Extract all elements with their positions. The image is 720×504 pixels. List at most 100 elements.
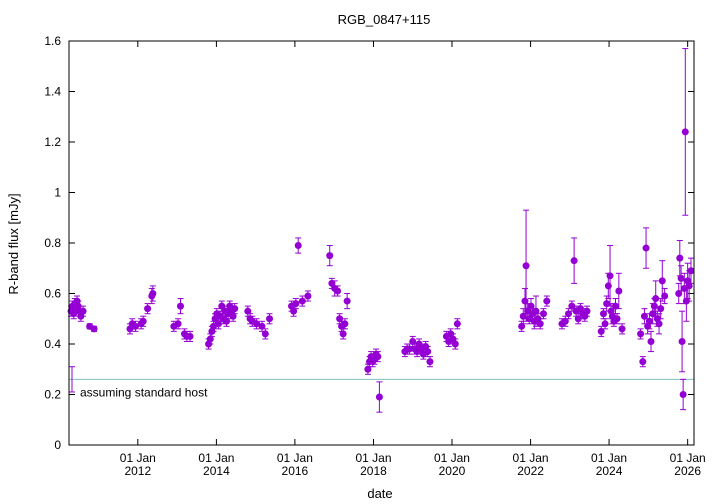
- data-point: [176, 302, 184, 310]
- data-point: [658, 277, 666, 285]
- data-point: [655, 320, 663, 328]
- data-point: [304, 292, 312, 300]
- data-point: [290, 307, 298, 315]
- data-point: [603, 300, 611, 308]
- y-tick-label: 0.4: [44, 337, 61, 351]
- y-tick-label: 1.6: [44, 34, 61, 48]
- data-point: [597, 327, 605, 335]
- data-point: [206, 335, 214, 343]
- data-point: [186, 332, 194, 340]
- x-tick-label: 01 Jan: [120, 451, 156, 465]
- data-point: [568, 302, 576, 310]
- data-point: [341, 320, 349, 328]
- data-point: [527, 302, 535, 310]
- data-point: [539, 310, 547, 318]
- data-point: [675, 290, 683, 297]
- data-point: [223, 317, 231, 325]
- data-point: [678, 337, 686, 345]
- x-tick-label: 2018: [360, 464, 387, 478]
- data-point: [253, 320, 261, 328]
- data-point: [604, 282, 612, 290]
- data-point: [519, 312, 527, 320]
- chart-title: RGB_0847+115: [338, 12, 431, 27]
- x-tick-label: 01 Jan: [198, 451, 234, 465]
- data-point: [292, 300, 300, 308]
- x-tick-label: 2022: [517, 464, 544, 478]
- data-point: [79, 307, 87, 315]
- data-point: [231, 305, 239, 313]
- data-point: [326, 252, 334, 260]
- data-point: [214, 320, 222, 328]
- data-point: [518, 322, 526, 330]
- x-tick-label: 2016: [282, 464, 309, 478]
- data-point: [676, 254, 684, 262]
- data-point: [409, 337, 417, 345]
- data-point: [650, 302, 658, 310]
- x-tick-label: 01 Jan: [277, 451, 313, 465]
- data-point: [451, 340, 459, 348]
- y-tick-label: 0.2: [44, 388, 61, 402]
- data-point: [570, 257, 578, 265]
- data-point: [657, 305, 665, 313]
- data-point: [532, 307, 540, 315]
- data-point: [685, 282, 693, 290]
- data-point: [612, 302, 620, 310]
- y-tick-label: 1.4: [44, 85, 61, 99]
- data-point: [637, 330, 645, 338]
- x-tick-label: 2024: [596, 464, 623, 478]
- data-point: [334, 287, 342, 295]
- y-tick-label: 1: [54, 186, 61, 200]
- data-point: [174, 320, 182, 328]
- data-point: [424, 348, 432, 356]
- y-tick-label: 1.2: [44, 135, 61, 149]
- data-point: [258, 322, 266, 330]
- data-point: [661, 292, 669, 300]
- host-level: assuming standard host: [69, 366, 694, 399]
- data-point: [599, 310, 607, 318]
- data-point: [426, 358, 434, 366]
- data-point: [647, 337, 655, 345]
- x-tick-label: 01 Jan: [355, 451, 391, 465]
- x-tick-label: 2026: [674, 464, 701, 478]
- data-point: [681, 128, 689, 136]
- data-point: [453, 320, 461, 328]
- plot-frame: [68, 40, 695, 446]
- data-point: [606, 272, 614, 280]
- data-point: [339, 330, 347, 338]
- data-point: [613, 315, 621, 323]
- data-point: [244, 307, 252, 315]
- y-tick-label: 0: [54, 438, 61, 452]
- x-tick-label: 01 Jan: [670, 451, 706, 465]
- x-tick-label: 01 Jan: [513, 451, 549, 465]
- data-point: [565, 310, 573, 318]
- x-axis-label: date: [367, 486, 392, 501]
- x-tick-label: 01 Jan: [591, 451, 627, 465]
- data-point: [618, 325, 626, 333]
- data-point: [652, 295, 660, 303]
- x-tick-label: 01 Jan: [434, 451, 470, 465]
- data-point: [543, 297, 551, 305]
- data-point: [687, 267, 695, 275]
- data-point: [574, 315, 582, 323]
- data-points: [67, 48, 695, 413]
- data-point: [343, 297, 351, 305]
- data-point: [583, 307, 591, 315]
- y-tick-label: 0.6: [44, 287, 61, 301]
- data-point: [266, 315, 274, 323]
- data-point: [139, 317, 147, 325]
- data-point: [640, 312, 648, 320]
- data-point: [522, 262, 530, 270]
- data-point: [375, 393, 383, 401]
- data-point: [336, 315, 344, 323]
- y-axis-label: R-band flux [mJy]: [6, 193, 21, 294]
- data-point: [561, 317, 569, 325]
- data-point: [601, 320, 609, 328]
- data-point: [364, 365, 372, 373]
- data-point: [294, 242, 302, 250]
- data-point: [677, 274, 685, 282]
- data-point: [131, 322, 139, 330]
- data-point: [144, 305, 152, 313]
- y-tick-label: 0.8: [44, 236, 61, 250]
